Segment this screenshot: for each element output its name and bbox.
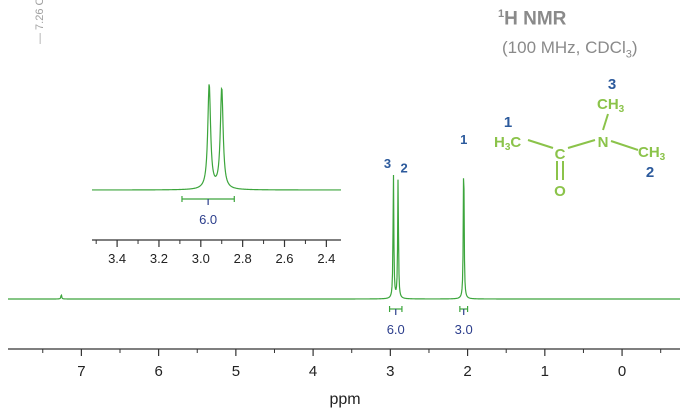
inset-tick-label: 2.6 (275, 251, 293, 266)
inset-tick-label: 3.2 (150, 251, 168, 266)
integral-value: 6.0 (387, 322, 405, 337)
inset-tick-label: 2.4 (317, 251, 335, 266)
inset-tick-label: 3.0 (192, 251, 210, 266)
atom-ch3-top: CH3 (597, 96, 625, 115)
main-tick-label: 7 (77, 363, 85, 380)
inset-x-ticks: 3.4 3.2 3.0 2.8 2.6 2.4 (95, 240, 335, 266)
main-tick-label: 5 (232, 363, 240, 380)
peak-labels: 3 2 1 (384, 132, 468, 175)
main-x-ticks: 7 6 5 4 3 2 1 0 (42, 349, 662, 380)
chemical-structure: H3C C O N CH3 CH3 1 3 2 (494, 76, 666, 200)
inset-tick-label: 3.4 (108, 251, 126, 266)
atom-o: O (554, 183, 566, 200)
structure-label-1: 1 (504, 114, 512, 131)
spectrum-title: 1H NMR (498, 8, 567, 30)
structure-label-2: 2 (646, 164, 654, 181)
atom-ch3-right: CH3 (638, 144, 666, 163)
atom-h3c: H3C (494, 134, 521, 153)
main-tick-label: 0 (618, 363, 626, 380)
bond-n-ch3-top (602, 113, 609, 131)
inset-integral: 6.0 (181, 196, 235, 227)
main-tick-label: 3 (386, 363, 394, 380)
main-tick-label: 1 (541, 363, 549, 380)
spectrum-subtitle: (100 MHz, CDCl3) (502, 38, 638, 61)
integral-value: 3.0 (455, 322, 473, 337)
bond-h3c-c (527, 139, 554, 149)
atom-n: N (598, 134, 609, 151)
integrals: 6.0 3.0 (387, 306, 473, 337)
inset-tick-label: 2.8 (234, 251, 252, 266)
bond-c-n (567, 139, 596, 149)
inset-integral-value: 6.0 (199, 212, 217, 227)
peak-label: 1 (460, 132, 467, 147)
main-tick-label: 6 (154, 363, 162, 380)
atom-c: C (555, 146, 566, 163)
peak-label: 3 (384, 156, 391, 171)
main-tick-label: 4 (309, 363, 317, 380)
main-tick-label: 2 (463, 363, 471, 380)
bond-n-ch3-right (610, 140, 639, 151)
x-axis-label: ppm (329, 391, 360, 408)
peak-label: 2 (400, 160, 407, 175)
main-spectrum-trace (8, 175, 680, 300)
inset-spectrum-trace (92, 84, 341, 191)
structure-label-3: 3 (608, 76, 616, 93)
